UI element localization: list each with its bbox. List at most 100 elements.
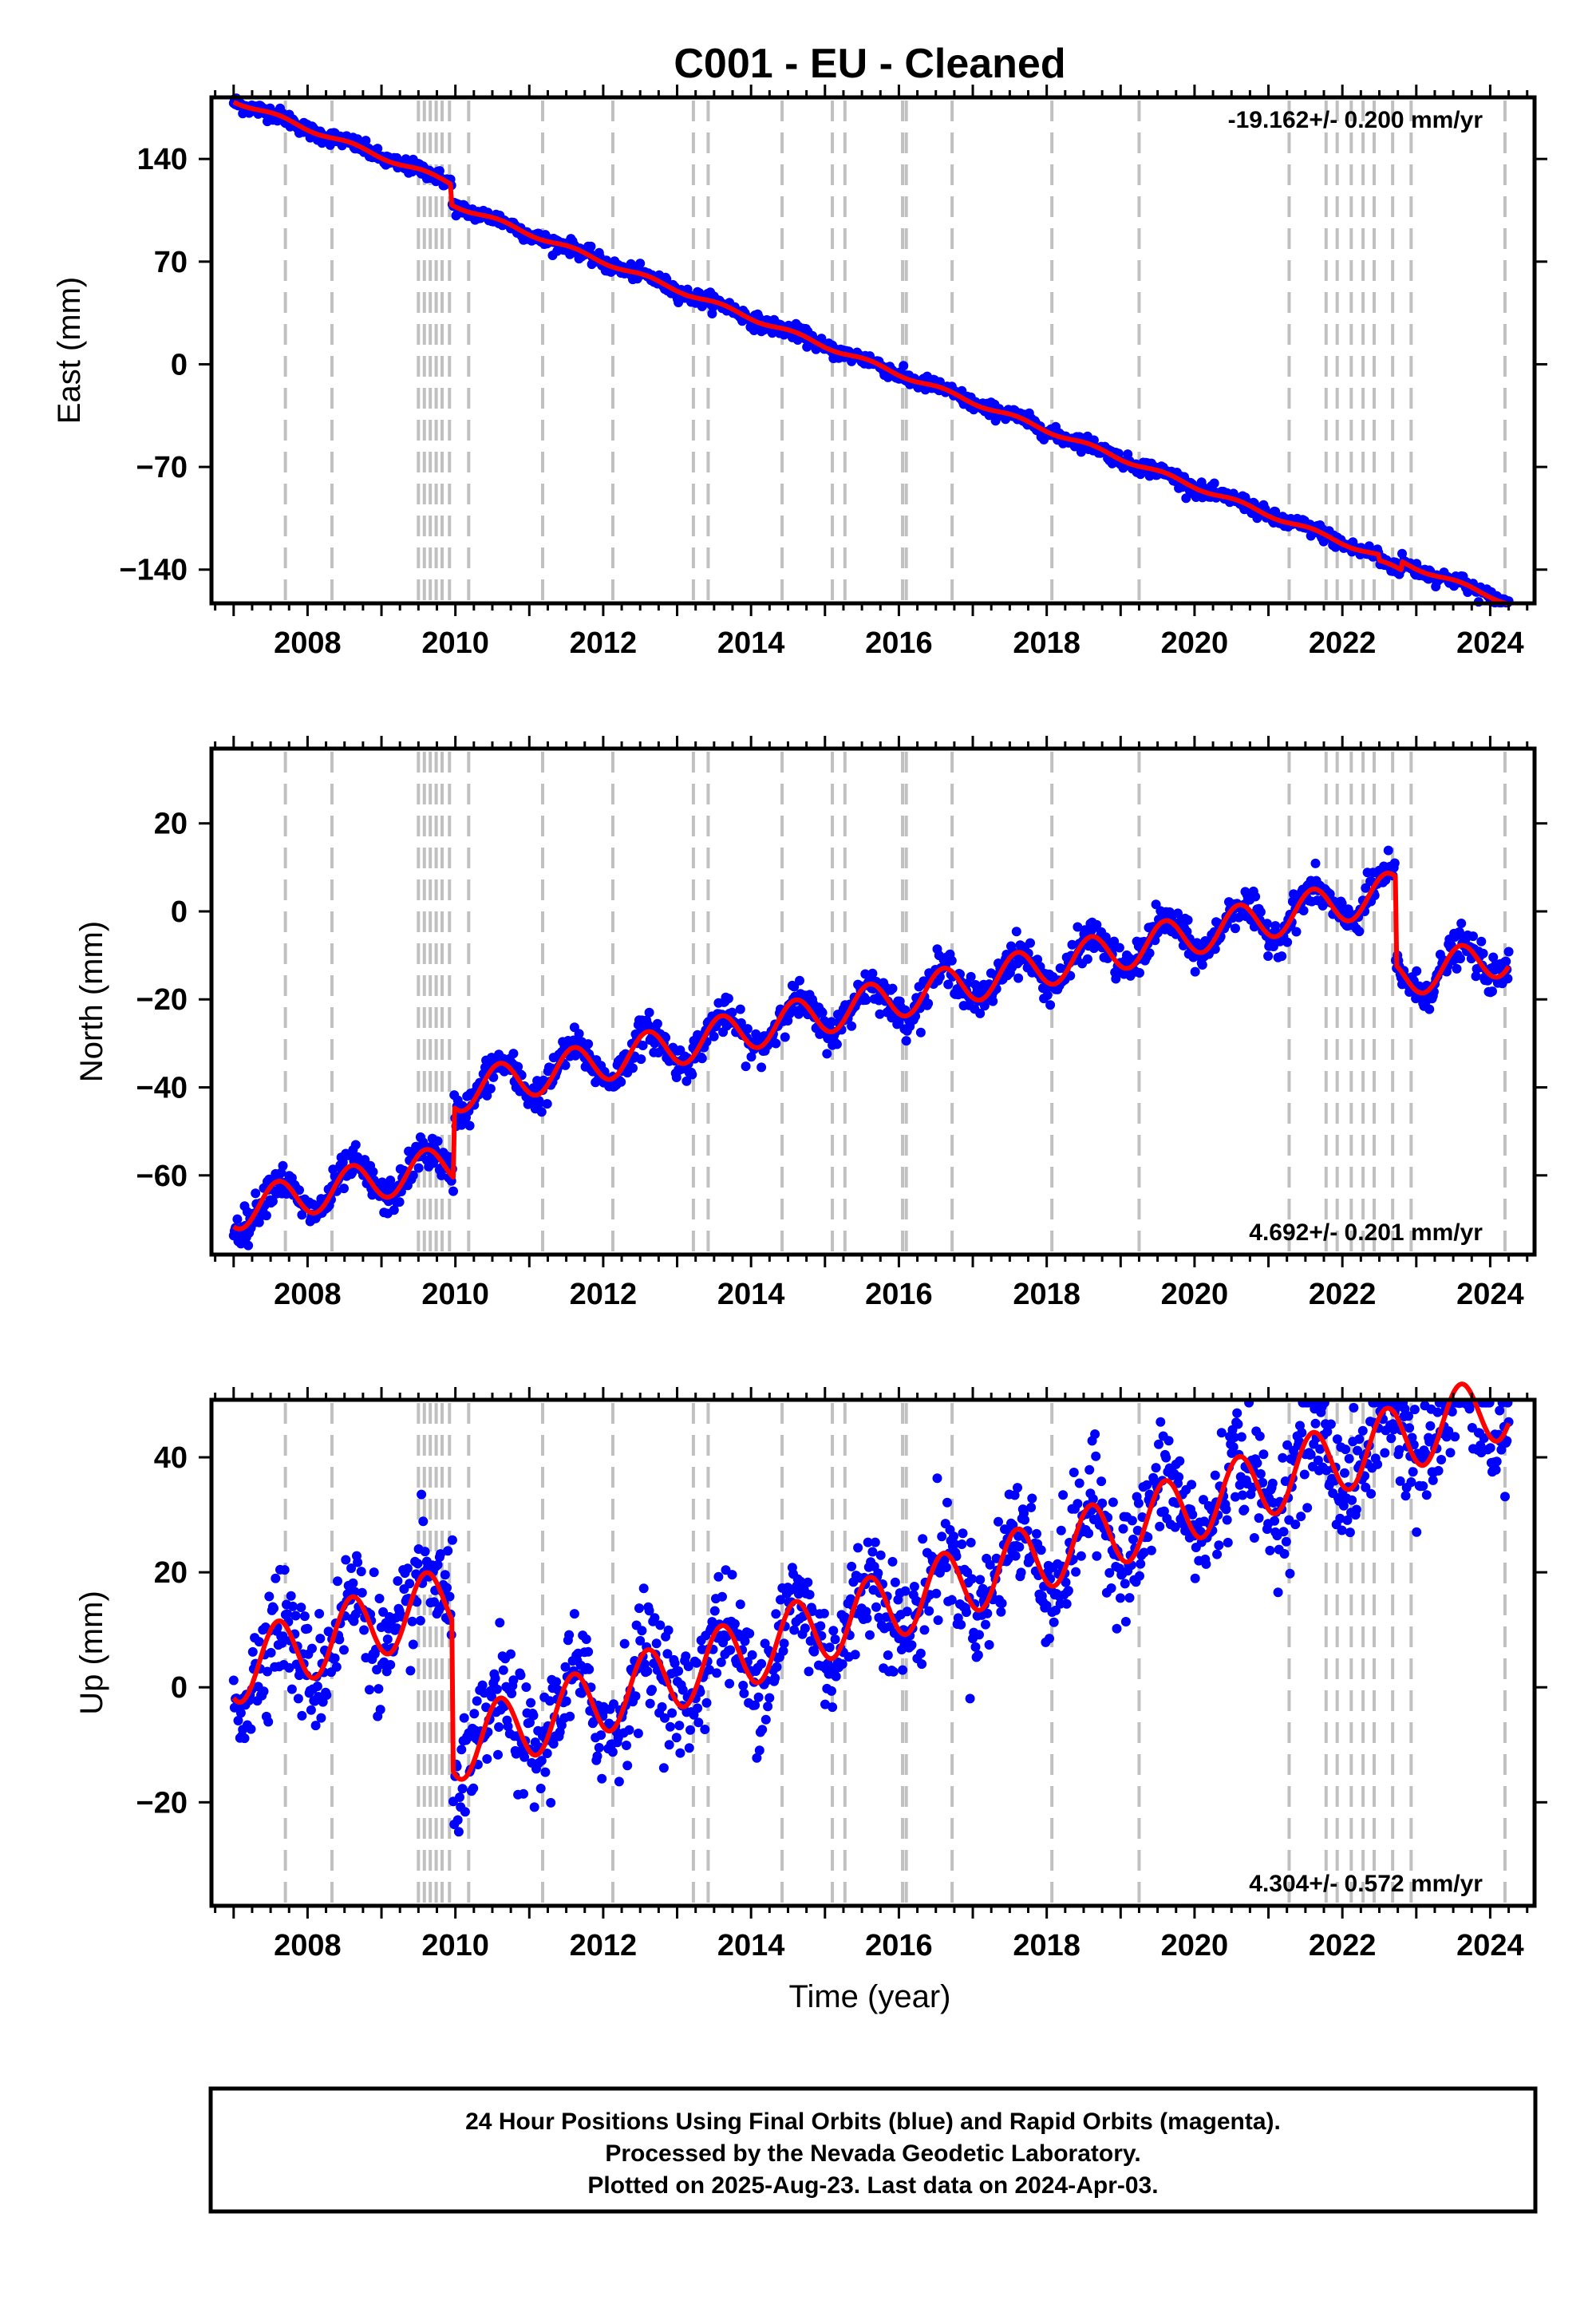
data-point [705,1665,714,1675]
data-point [359,1625,369,1635]
panel-up: 2008 2010 2012 2014 2016 2018 2020 2022 2024 −20 0… [74,1381,1547,1962]
data-point [915,1027,926,1037]
data-point [1067,939,1077,950]
data-point [1281,1536,1291,1547]
data-point [546,1797,556,1808]
data-point [701,1697,712,1708]
data-point [1495,1405,1505,1416]
data-point [334,1634,345,1645]
data-point [405,1579,415,1589]
x-axis: 2008 2010 2012 2014 2016 2018 2020 2022 2024 [214,736,1529,1311]
data-point [753,1692,764,1702]
data-point [638,1583,649,1594]
data-point [956,1619,966,1630]
data-point [1338,1500,1349,1511]
data-point [540,1767,551,1777]
footer-line-2: Processed by the Nevada Geodetic Laborat… [605,2140,1140,2167]
data-point [822,1049,832,1059]
data-point [418,1516,429,1527]
data-point [1014,1542,1025,1552]
data-point [1201,1559,1211,1569]
y-tick-label: −20 [136,1786,188,1820]
data-point [667,1708,678,1718]
data-point [469,1709,480,1719]
data-point [804,1666,814,1677]
data-point [763,1701,773,1712]
data-point [1404,1423,1415,1433]
data-point [1063,1586,1073,1596]
data-point [738,1681,749,1690]
data-point [837,1659,847,1670]
data-point [420,1547,430,1557]
data-point [574,1029,584,1039]
x-tick-label: 2022 [1309,1278,1377,1311]
data-point [678,1685,688,1695]
plot-frame [209,95,1537,606]
data-point [745,1628,755,1638]
data-point [246,1724,256,1734]
data-point [867,968,878,978]
data-point [1128,1534,1138,1544]
data-point [278,1631,288,1642]
data-point [526,1697,536,1708]
data-point [565,1711,575,1721]
data-point [1310,1418,1321,1429]
data-point [1233,1419,1243,1429]
data-point [700,1725,710,1734]
model-line [232,100,1510,607]
data-point [1351,1504,1361,1515]
data-point [1468,931,1478,942]
data-point [339,1184,349,1194]
data-point [958,1528,968,1539]
data-point [687,1069,697,1080]
data-point [1106,1583,1116,1593]
series-points [228,845,1514,1251]
data-point [1135,1571,1144,1581]
data-point [254,1637,264,1647]
data-point [1016,1567,1026,1578]
data-point [1159,1506,1169,1516]
x-tick-label: 2022 [1309,1929,1377,1962]
data-point [635,1635,646,1646]
data-point [288,1601,298,1611]
data-point [1315,1444,1325,1454]
y-tick-label: −140 [119,554,188,587]
data-point [966,1574,977,1584]
data-point [1084,1464,1095,1475]
data-point [1139,1547,1149,1558]
data-point [647,1685,657,1695]
data-point [670,1658,680,1669]
data-point [645,1698,655,1709]
data-point [228,1675,239,1686]
data-point [919,1625,930,1635]
data-point [865,1630,875,1640]
data-point [392,1623,402,1634]
data-point [1279,1549,1290,1559]
data-point [1209,478,1219,488]
data-point [750,1700,760,1710]
y-tick-label: 20 [154,1556,188,1590]
data-point [1156,1417,1166,1427]
data-point [1282,937,1293,947]
data-point [314,1609,325,1618]
model-line [232,871,1511,1231]
data-point [1380,1448,1390,1458]
data-point [528,1710,539,1721]
data-point [1216,1428,1227,1438]
data-point [597,1773,607,1784]
data-point [350,1587,360,1597]
y-tick-label: 20 [154,808,188,841]
y-axis-label: North (mm) [74,921,109,1082]
data-point [482,1754,492,1764]
data-point [1285,1568,1295,1579]
data-point [1097,1498,1108,1508]
rate-label: -19.162+/- 0.200 mm/yr [1228,107,1483,133]
data-point [1104,1567,1115,1578]
data-point [778,1646,788,1656]
data-point [315,1634,326,1644]
data-point [1341,1445,1351,1455]
data-point [804,1590,815,1600]
data-point [754,1745,764,1756]
data-point [725,1645,736,1655]
data-point [1404,1411,1413,1421]
